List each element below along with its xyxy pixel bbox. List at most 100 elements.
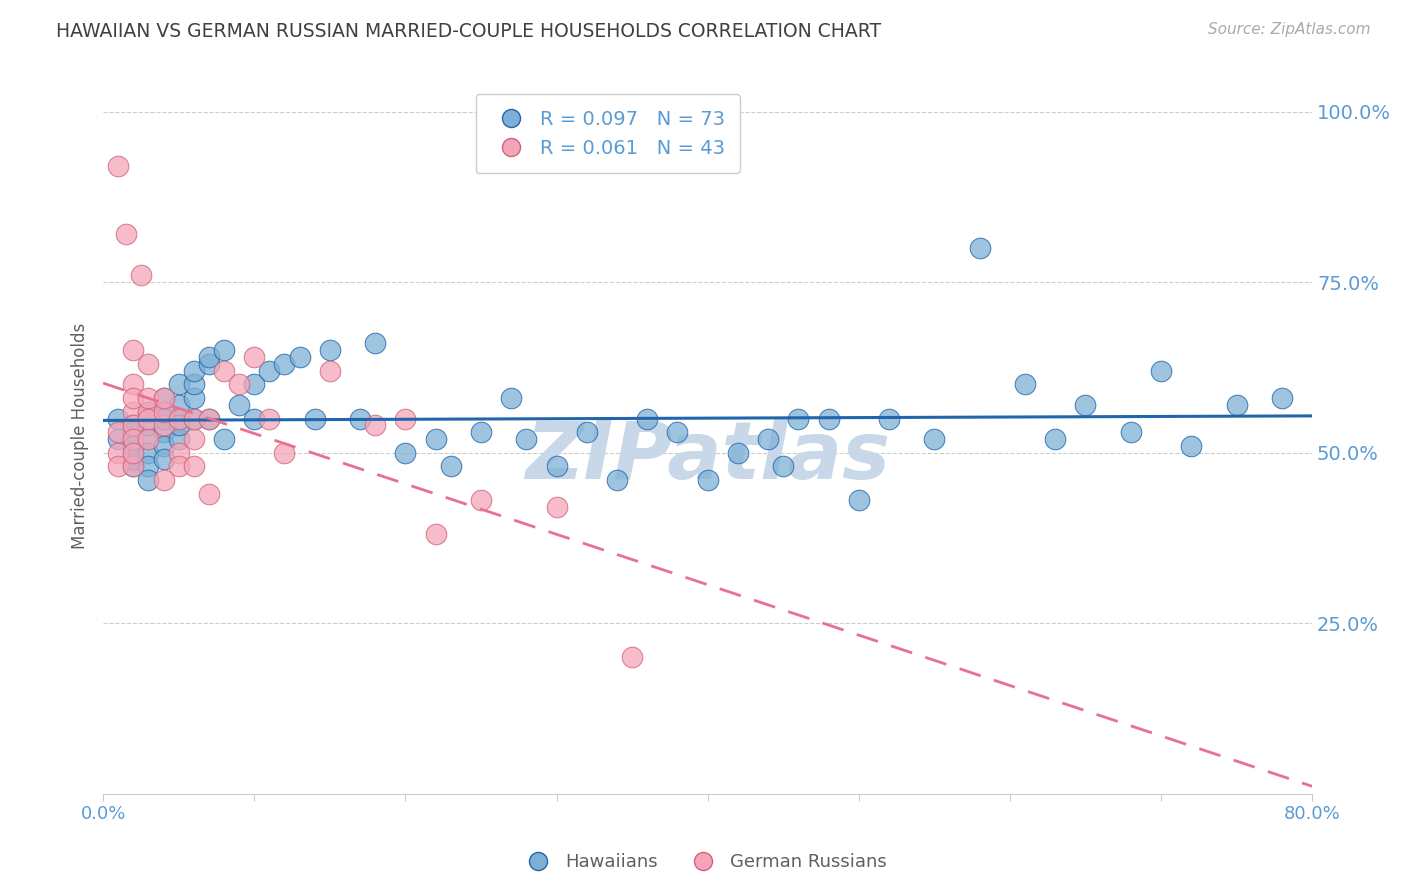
Point [167,411,190,425]
Point [122,377,145,392]
Point [666,425,689,439]
Point [122,445,145,459]
Point [167,459,190,474]
Point [228,398,250,412]
Point [425,527,447,541]
Point [319,364,342,378]
Point [243,377,266,392]
Point [138,405,160,419]
Point [167,398,190,412]
Point [1119,425,1142,439]
Point [364,336,387,351]
Point [122,391,145,405]
Point [636,411,658,425]
Point [167,432,190,446]
Point [122,445,145,459]
Legend: Hawaiians, German Russians: Hawaiians, German Russians [512,847,894,879]
Point [183,377,205,392]
Point [212,364,235,378]
Point [546,500,568,515]
Point [425,432,447,446]
Point [107,159,129,173]
Point [122,418,145,433]
Point [349,411,371,425]
Point [138,405,160,419]
Point [440,459,463,474]
Point [198,411,221,425]
Point [787,411,810,425]
Point [129,268,152,283]
Point [727,445,749,459]
Point [152,452,174,467]
Point [138,432,160,446]
Point [259,411,281,425]
Point [575,425,598,439]
Point [138,418,160,433]
Point [1271,391,1294,405]
Point [969,241,991,255]
Point [138,445,160,459]
Point [122,418,145,433]
Point [772,459,794,474]
Point [394,445,416,459]
Point [122,459,145,474]
Point [273,357,295,371]
Point [198,486,221,500]
Point [1150,364,1173,378]
Point [243,350,266,364]
Point [138,432,160,446]
Point [924,432,946,446]
Point [122,439,145,453]
Point [212,432,235,446]
Point [122,405,145,419]
Point [122,425,145,439]
Point [273,445,295,459]
Point [107,432,129,446]
Point [183,364,205,378]
Point [114,227,136,242]
Point [167,411,190,425]
Point [138,357,160,371]
Point [696,473,718,487]
Point [107,459,129,474]
Point [183,411,205,425]
Point [138,459,160,474]
Point [152,391,174,405]
Point [122,343,145,358]
Point [183,432,205,446]
Point [152,405,174,419]
Y-axis label: Married-couple Households: Married-couple Households [72,322,89,549]
Point [138,473,160,487]
Point [122,432,145,446]
Point [198,411,221,425]
Point [107,445,129,459]
Point [259,364,281,378]
Point [152,411,174,425]
Point [152,425,174,439]
Point [501,391,523,405]
Point [198,357,221,371]
Point [304,411,326,425]
Point [138,411,160,425]
Point [877,411,900,425]
Point [212,343,235,358]
Point [364,418,387,433]
Point [228,377,250,392]
Point [621,650,644,665]
Point [817,411,839,425]
Point [546,459,568,474]
Point [122,459,145,474]
Point [470,493,492,508]
Point [848,493,870,508]
Point [152,391,174,405]
Point [152,473,174,487]
Point [1014,377,1036,392]
Point [152,418,174,433]
Point [152,405,174,419]
Point [1180,439,1202,453]
Point [138,391,160,405]
Point [1074,398,1097,412]
Point [107,425,129,439]
Point [243,411,266,425]
Point [1045,432,1067,446]
